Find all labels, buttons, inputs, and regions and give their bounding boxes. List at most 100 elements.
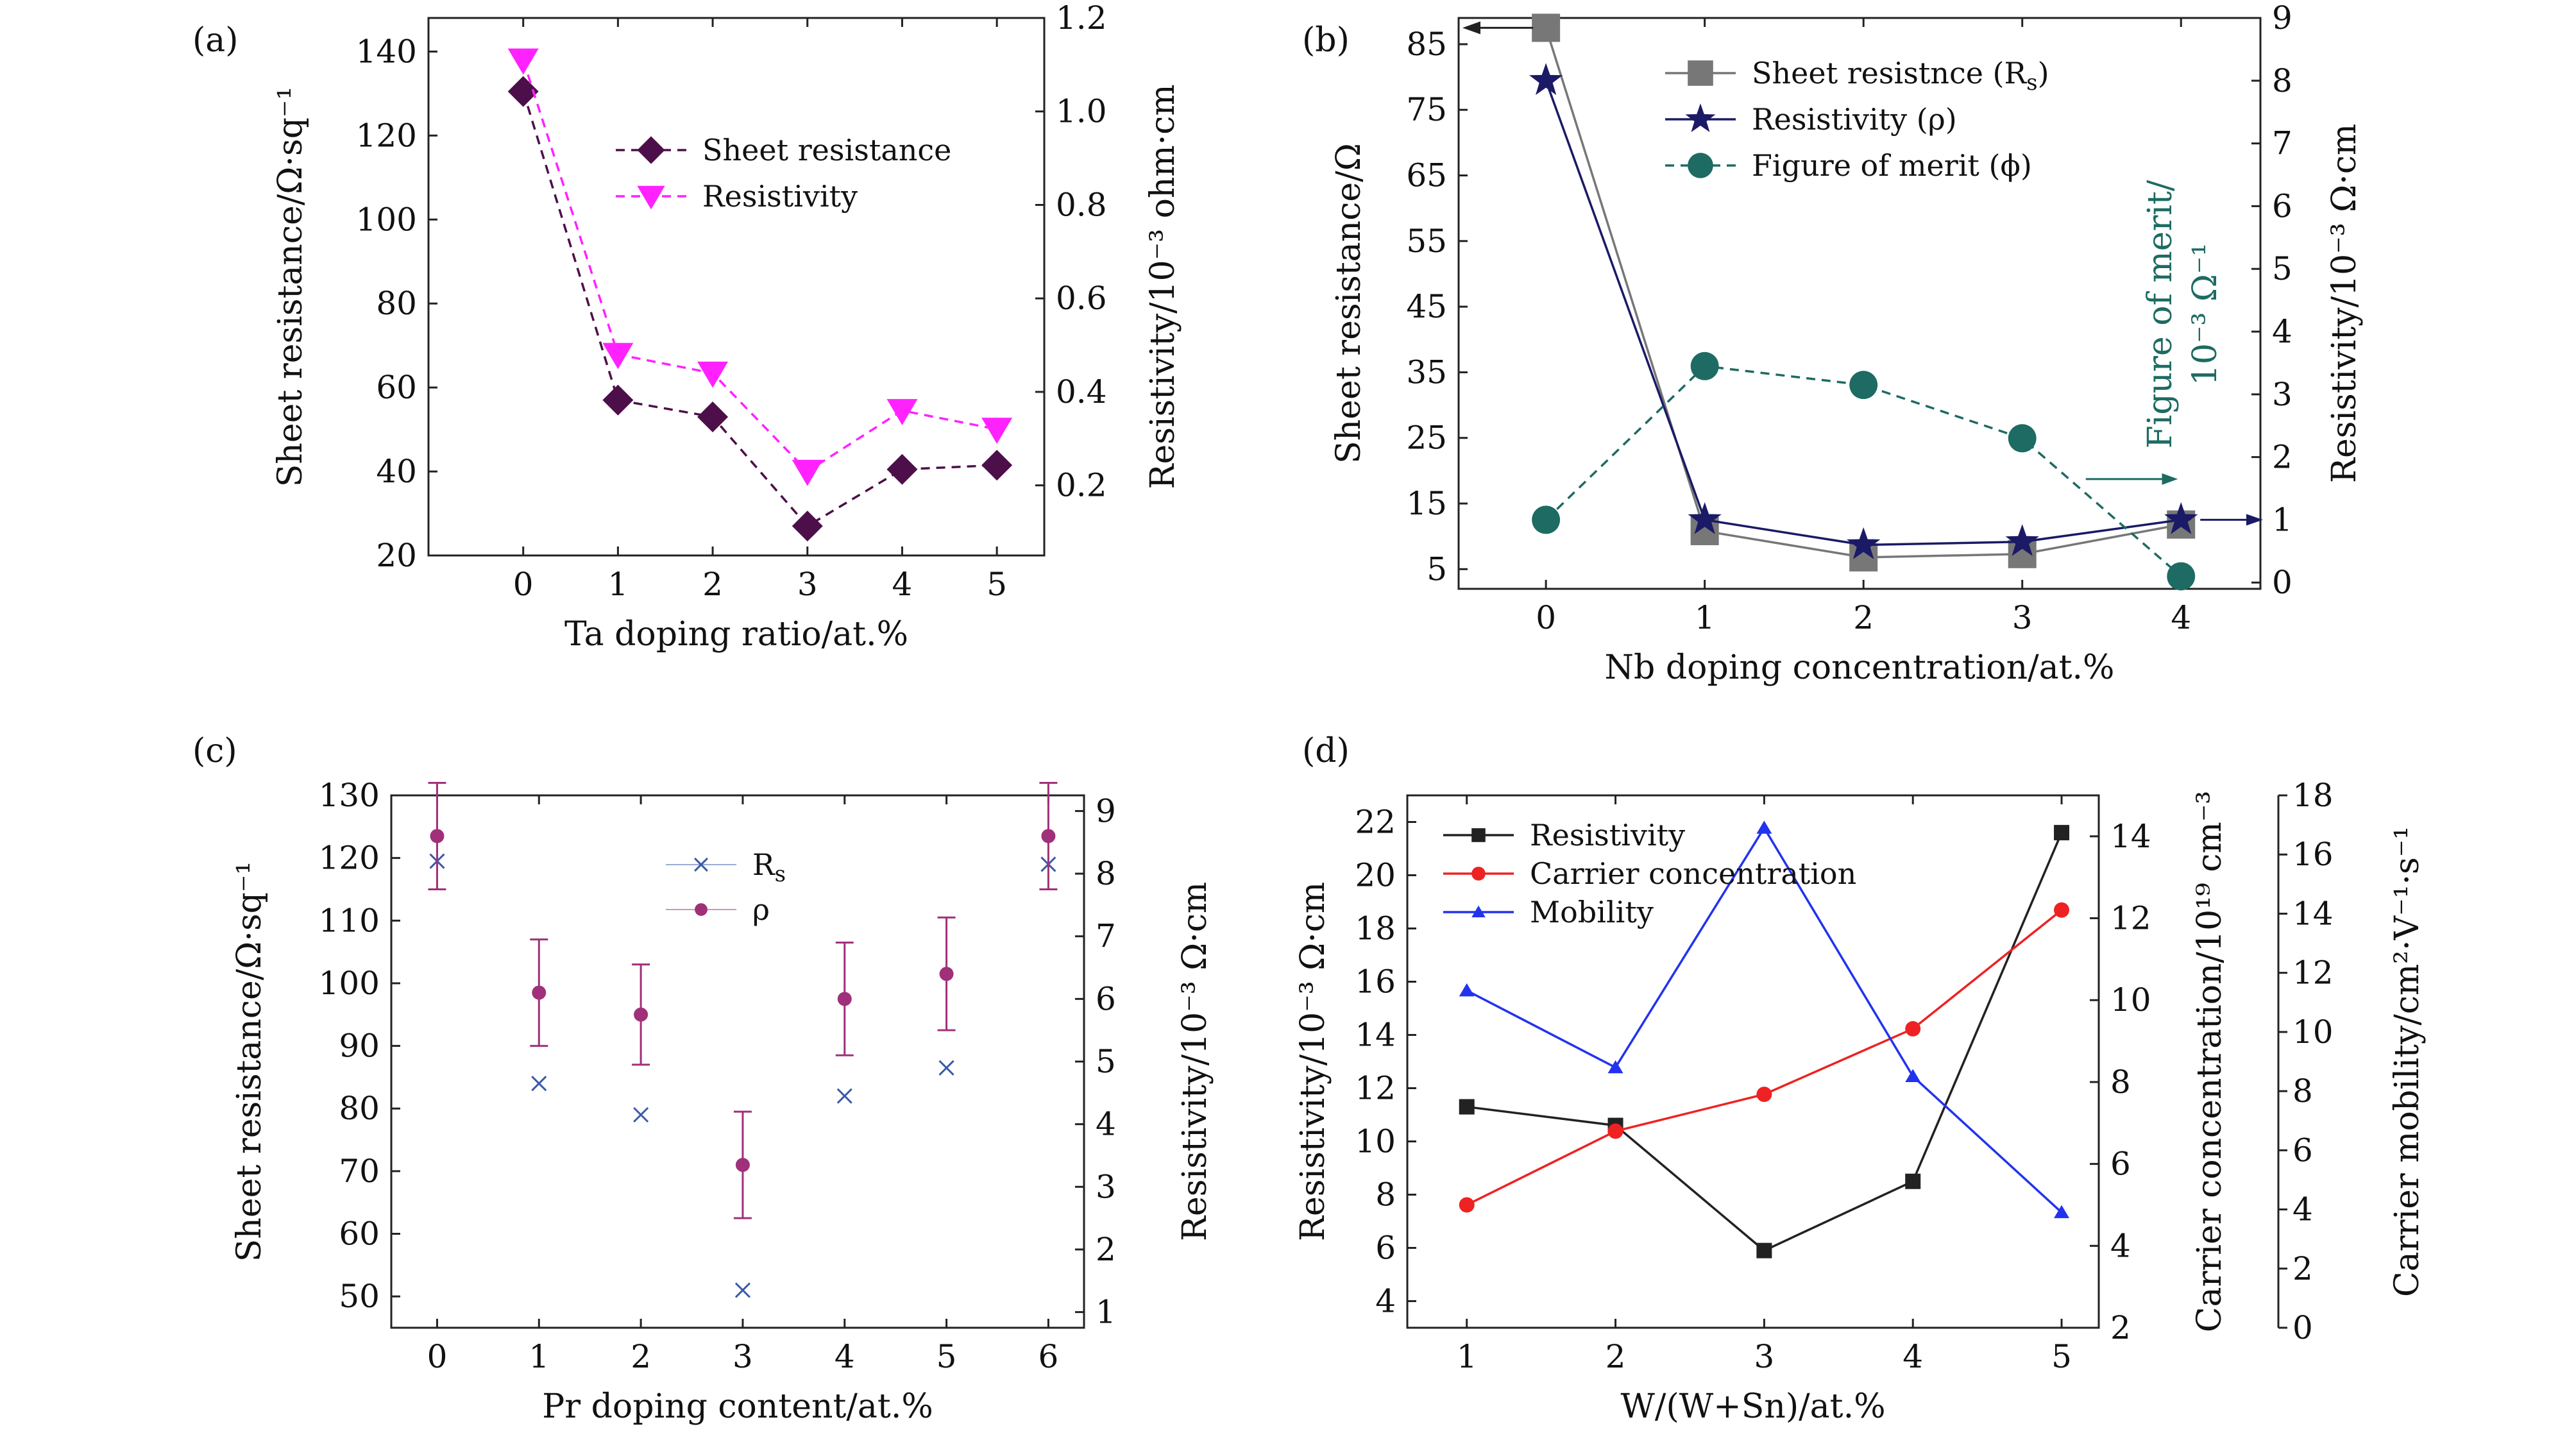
x-tick-label: 1	[607, 566, 628, 603]
legend-marker-1	[695, 903, 708, 916]
y-right-axis-title: Resistivity/10⁻³ Ω·cm	[2325, 124, 2364, 483]
y-right-tick-label: 12	[2110, 900, 2151, 937]
y-right-tick-label: 0	[2272, 564, 2292, 601]
y-tick-label: 120	[319, 840, 380, 877]
y-tick-label: 10	[1355, 1123, 1396, 1160]
y-tick-label: 14	[1355, 1017, 1396, 1054]
y-right2-tick-label: 10	[2292, 1013, 2334, 1051]
y-right-tick-label: 9	[1096, 792, 1116, 829]
y-right2-tick-label: 14	[2292, 895, 2334, 932]
y-tick-label: 20	[376, 537, 417, 574]
x-tick-label: 3	[2012, 599, 2033, 636]
legend-label-0: Sheet resistnce (Rs)	[1752, 56, 2049, 96]
data-point-1	[837, 992, 852, 1006]
y-right2-tick-label: 0	[2292, 1309, 2313, 1346]
y-right-tick-label: 0.8	[1056, 186, 1107, 223]
data-point-1	[634, 1007, 648, 1022]
y-right2-tick-label: 6	[2292, 1131, 2313, 1169]
y-tick-label: 18	[1355, 910, 1396, 947]
y-tick-label: 100	[356, 201, 417, 238]
y-right-tick-label: 2	[2110, 1309, 2131, 1346]
data-point-0	[531, 1076, 547, 1092]
y-axis-title: Sheet resistance/Ω·sq⁻¹	[271, 87, 310, 487]
data-point-1	[1847, 527, 1881, 559]
x-tick-label: 3	[797, 566, 818, 603]
panel-label: (a)	[192, 21, 239, 60]
x-tick-label: 1	[529, 1338, 549, 1375]
data-point-2	[1905, 1069, 1921, 1083]
x-axis-title: Pr doping content/at.%	[542, 1387, 933, 1426]
y-right-tick-label: 7	[2272, 125, 2292, 162]
panel-label: (c)	[192, 732, 237, 770]
data-point-2	[2054, 1205, 2070, 1219]
y-tick-label: 6	[1375, 1230, 1396, 1267]
plot-frame	[1457, 17, 2262, 590]
y-tick-label: 100	[319, 965, 380, 1002]
data-point-1	[735, 1158, 750, 1173]
y-tick-label: 8	[1375, 1176, 1396, 1214]
y-tick-label: 50	[339, 1278, 380, 1315]
x-axis-title: W/(W+Sn)/at.%	[1620, 1387, 1885, 1426]
x-tick-label: 4	[1902, 1338, 1923, 1375]
data-point-0	[1459, 1099, 1475, 1115]
y-right-tick-label: 8	[2272, 62, 2292, 99]
plot-frame	[427, 17, 1046, 557]
legend-label-1: ρ	[752, 892, 770, 927]
y-right-tick-label: 4	[2110, 1227, 2131, 1264]
y-right-tick-label: 0.2	[1056, 467, 1107, 504]
y-right2-axis-title: Carrier mobility/cm²·V⁻¹·s⁻¹	[2388, 826, 2427, 1297]
panel-label: (d)	[1302, 732, 1350, 770]
legend-label-1: Carrier concentration	[1530, 856, 1856, 891]
data-point-0	[734, 1282, 751, 1298]
y-right-tick-label: 6	[2110, 1146, 2131, 1183]
legend-marker-2	[1471, 905, 1486, 918]
data-point-1	[1688, 502, 1722, 534]
panel-label: (b)	[1302, 21, 1350, 60]
x-tick-label: 3	[733, 1338, 753, 1375]
data-point-1	[430, 829, 445, 843]
data-point-1	[2054, 902, 2070, 918]
y-tick-label: 4	[1375, 1283, 1396, 1320]
x-tick-label: 2	[631, 1338, 651, 1375]
data-point-2	[1690, 352, 1719, 380]
y-right-tick-label: 4	[2272, 313, 2292, 350]
data-point-1	[602, 343, 634, 369]
data-point-0	[792, 511, 823, 542]
y-tick-label: 15	[1406, 485, 1447, 522]
x-tick-label: 5	[987, 566, 1007, 603]
legend-label-text: Figure of merit (ϕ)	[1752, 148, 2032, 183]
y-tick-label: 60	[376, 369, 417, 406]
panel-a: (a) 0 1 2 3 4 5 20 40 60 80 100 120 140 0.2 0.4 0.6 0.8 1.…	[192, 0, 1182, 654]
y-right-tick-label: 14	[2110, 818, 2151, 855]
data-point-0	[633, 1106, 649, 1123]
x-tick-label: 0	[1536, 599, 1556, 636]
y-right2-tick-label: 12	[2292, 954, 2334, 992]
legend-label-text: Resistivity	[702, 179, 858, 214]
y-right-axis-title: Resistivity/10⁻³ ohm·cm	[1144, 84, 1182, 489]
fom-axis-title-line2: 10⁻³ Ω⁻¹	[2186, 243, 2224, 385]
x-tick-label: 0	[427, 1338, 448, 1375]
y-right-tick-label: 0.4	[1056, 373, 1107, 411]
x-axis-title: Ta doping ratio/at.%	[564, 615, 908, 654]
legend-label-text: Carrier concentration	[1530, 856, 1856, 891]
legend-label-2: Figure of merit (ϕ)	[1752, 148, 2032, 183]
y-right-tick-label: 10	[2110, 981, 2151, 1019]
y-tick-label: 12	[1355, 1070, 1396, 1107]
fom-pointer-arrowhead	[2162, 473, 2178, 485]
data-point-1	[1529, 63, 1563, 96]
y-right-tick-label: 5	[1096, 1043, 1116, 1080]
y-right2-tick-label: 18	[2292, 777, 2334, 814]
y-axis-title: Sheet resistance/Ω	[1330, 143, 1368, 464]
y-tick-label: 90	[339, 1028, 380, 1065]
legend-label-subscript: s	[2026, 70, 2037, 96]
y-right-tick-label: 3	[2272, 376, 2292, 413]
y-right-tick-label: 2	[1096, 1231, 1116, 1268]
legend-label-0: Rs	[752, 847, 786, 887]
data-point-1	[1459, 1197, 1475, 1213]
data-point-0	[886, 453, 918, 485]
plot-frame	[1406, 794, 2100, 1329]
data-point-2	[2167, 562, 2196, 591]
data-point-1	[2005, 524, 2039, 556]
x-tick-label: 5	[2051, 1338, 2072, 1375]
